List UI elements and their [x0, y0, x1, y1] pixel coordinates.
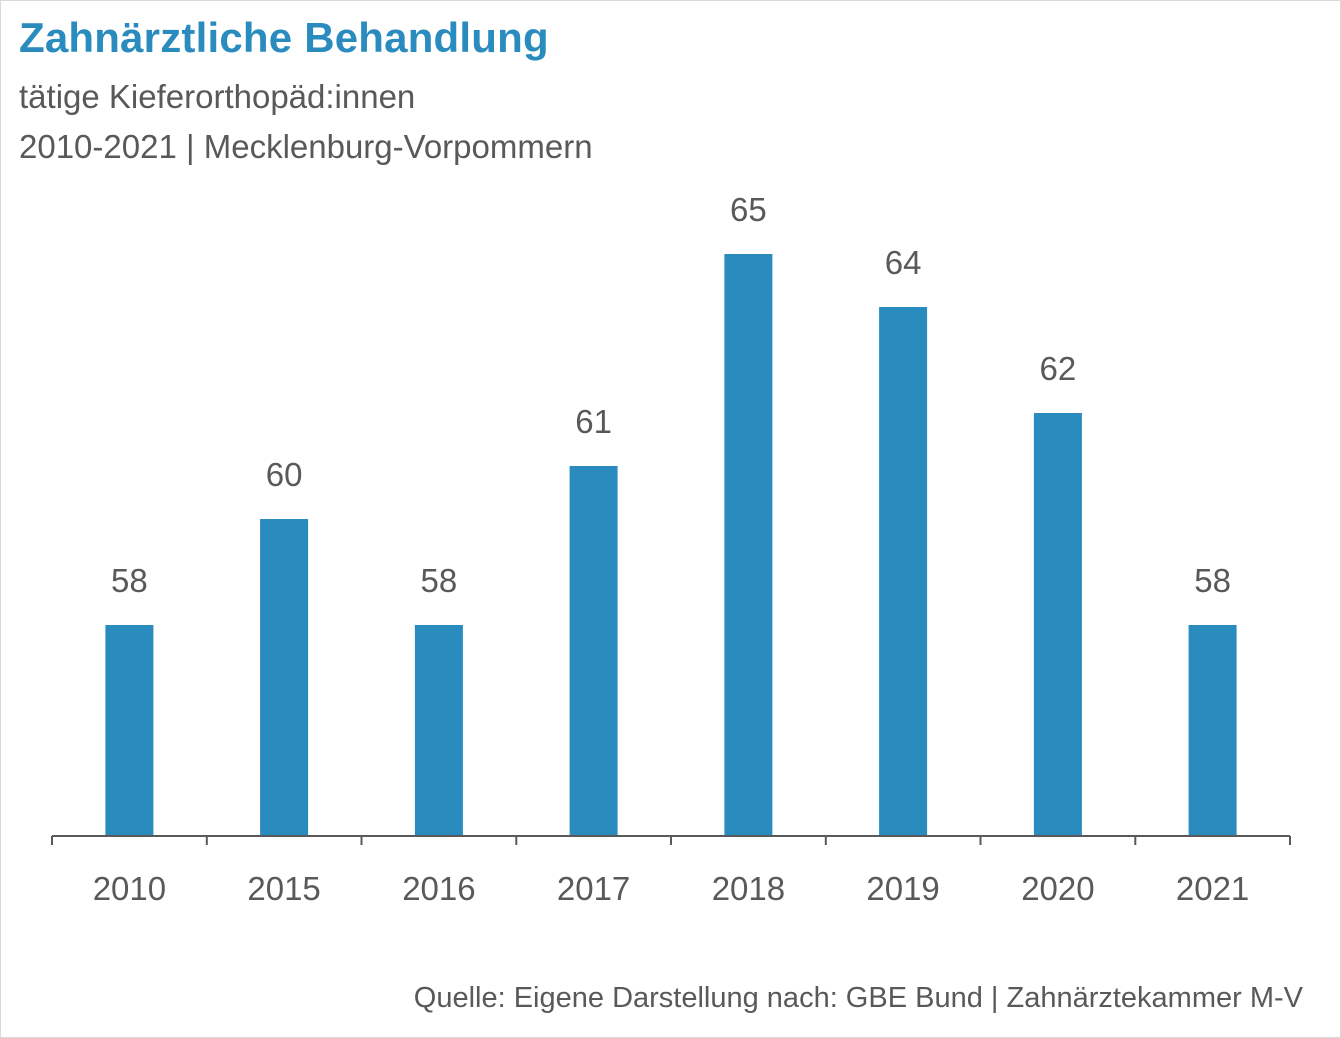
bar-2010 [105, 625, 154, 836]
bar-2017 [569, 466, 618, 836]
bar-2015 [260, 519, 309, 836]
x-axis-ticks [51, 836, 1291, 845]
bar-2020 [1033, 413, 1082, 836]
data-label-2015: 60 [266, 456, 303, 493]
bar-series [105, 254, 1237, 836]
data-label-2021: 58 [1194, 562, 1231, 599]
bar-2019 [879, 307, 928, 836]
x-axis-tick-labels: 2010 2015 2016 2017 2018 2019 2020 2021 [93, 870, 1250, 907]
x-tick-label-2020: 2020 [1021, 870, 1094, 907]
data-labels: 58 60 58 61 65 64 62 58 [111, 191, 1231, 599]
x-tick-label-2019: 2019 [866, 870, 939, 907]
x-tick-label-2016: 2016 [402, 870, 475, 907]
data-label-2016: 58 [421, 562, 458, 599]
x-tick-label-2017: 2017 [557, 870, 630, 907]
x-tick-label-2018: 2018 [712, 870, 785, 907]
x-tick-label-2010: 2010 [93, 870, 166, 907]
chart-subtitle-line-1: tätige Kieferorthopäd:innen [19, 78, 416, 115]
chart-title: Zahnärztliche Behandlung [19, 14, 549, 61]
data-label-2017: 61 [575, 403, 612, 440]
chart-source-note: Quelle: Eigene Darstellung nach: GBE Bun… [413, 982, 1303, 1014]
x-tick-label-2015: 2015 [247, 870, 320, 907]
chart-subtitle-line-2: 2010-2021 | Mecklenburg-Vorpommern [19, 128, 593, 165]
bar-2021 [1188, 625, 1237, 836]
bar-2016 [414, 625, 463, 836]
data-label-2010: 58 [111, 562, 148, 599]
bar-2018 [724, 254, 773, 836]
data-label-2020: 62 [1040, 350, 1077, 387]
x-tick-label-2021: 2021 [1176, 870, 1249, 907]
data-label-2018: 65 [730, 191, 767, 228]
data-label-2019: 64 [885, 244, 922, 281]
